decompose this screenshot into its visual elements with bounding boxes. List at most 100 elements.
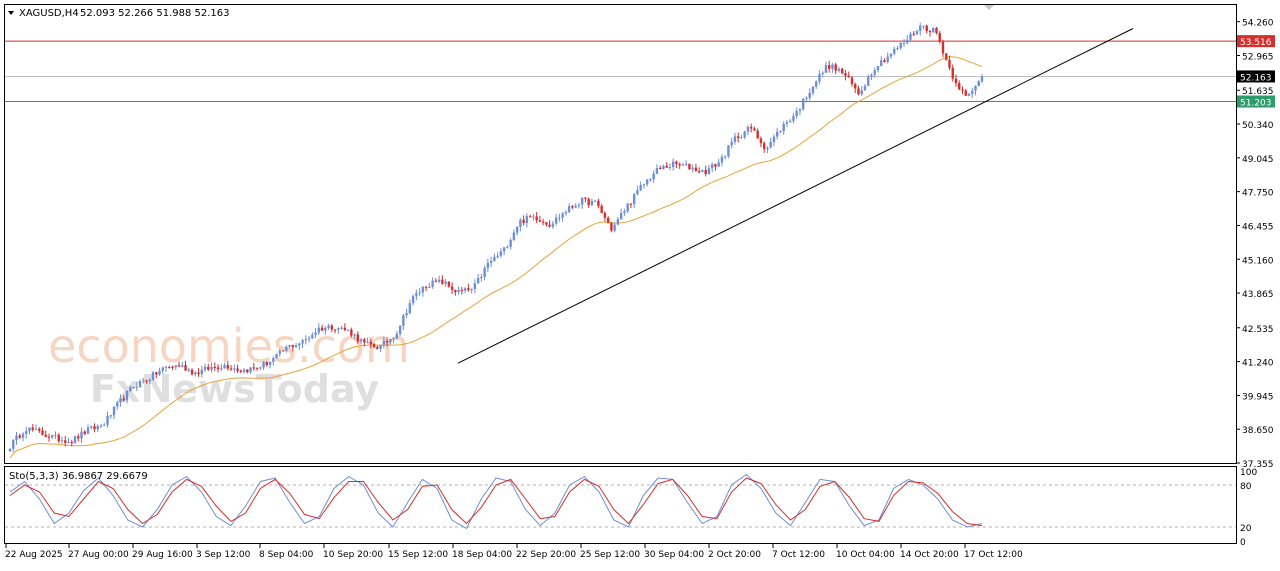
candle-body [99,425,103,427]
candle-body [499,251,503,256]
candle-body [21,433,25,438]
candle-body [369,342,373,345]
candle-body [142,380,145,382]
current-price-tag [1237,70,1275,83]
candle-body [675,161,678,165]
candle-body [769,141,772,148]
candle-body [538,220,542,222]
scroll-marker-icon[interactable] [984,5,994,10]
stoch-tick-label: 100 [1240,468,1257,478]
price-tick-label: 42.535 [1242,325,1274,335]
candle-body [213,366,217,368]
candle-body [460,289,464,291]
candle-body [486,262,490,268]
candle-body [535,216,538,221]
candle-body [906,39,909,43]
candle-body [945,53,948,60]
candle-body [766,147,769,150]
candle-body [330,325,334,330]
price-tick-label: 38.650 [1242,426,1274,436]
candle-body [132,387,135,389]
candle-body [483,267,486,277]
candle-body [376,346,379,349]
candle-body [636,190,639,195]
time-tick-label: 3 Sep 12:00 [196,550,251,560]
candle-body [158,370,161,375]
candle-body [411,296,415,304]
candle-body [658,168,662,170]
candle-body [775,131,779,137]
time-tick-label: 10 Oct 04:00 [836,550,895,560]
candle-body [567,206,571,213]
candle-body [57,434,60,442]
candle-body [164,366,168,368]
candle-body [792,116,795,121]
triangle-down-icon[interactable] [8,11,14,15]
candle-body [415,293,418,297]
candle-body [691,167,694,170]
candle-body [25,431,28,434]
time-tick-label: 2 Oct 20:00 [708,550,761,560]
candle-body [194,372,197,375]
candle-body [272,358,275,362]
candle-body [928,30,932,33]
candle-body [889,53,893,57]
candle-body [116,402,119,407]
trendline[interactable] [457,28,1134,364]
candle-body [590,200,594,206]
candle-body [122,398,125,401]
candle-body [148,379,151,382]
candle-body [616,219,620,225]
candle-body [574,205,577,208]
candle-body [389,338,392,343]
candle-body [41,430,44,435]
candle-body [854,84,857,89]
candle-body [756,130,759,139]
candle-body [639,185,642,191]
candle-body [841,68,844,74]
stoch-series-line [9,477,983,527]
candle-body [197,372,200,375]
candle-body [402,315,405,326]
candle-body [593,200,597,202]
candle-body [187,369,190,371]
candle-body [311,334,314,339]
candle-body [789,120,792,123]
candle-body [246,369,249,373]
candle-body [223,365,226,369]
time-axis: 22 Aug 2025 27 Aug 00:00 29 Aug 16:00 3 Sep… [5,544,1023,560]
candle-body [171,367,174,369]
candle-body [730,141,733,146]
candle-body [502,247,506,252]
candle-body [233,368,236,370]
candle-body [106,415,109,425]
candle-body [93,426,96,430]
candle-body [886,56,889,62]
price-tick-label: 47.750 [1242,189,1274,199]
candle-body [138,381,142,387]
candle-body [324,327,327,331]
candle-body [184,365,187,371]
candle-body [896,48,899,50]
candle-body [971,90,974,95]
candle-body [551,223,555,227]
candle-body [850,77,854,85]
candle-body [155,372,158,375]
stochastic-label: Sto(5,3,3) 36.9867 29.6679 [9,471,148,482]
candle-body [457,289,460,293]
candle-body [958,83,961,90]
candle-body [337,327,340,330]
moving-average [9,56,983,459]
candle-body [951,67,954,79]
candle-body [125,390,129,401]
candle-body [112,406,116,416]
candle-body [577,204,581,206]
candle-body [870,74,873,77]
candle-body [645,179,649,185]
stoch-tick-label: 0 [1240,538,1246,548]
candle-body [8,448,12,452]
candle-body [28,427,31,432]
candle-body [844,73,847,76]
candle-body [236,368,239,371]
